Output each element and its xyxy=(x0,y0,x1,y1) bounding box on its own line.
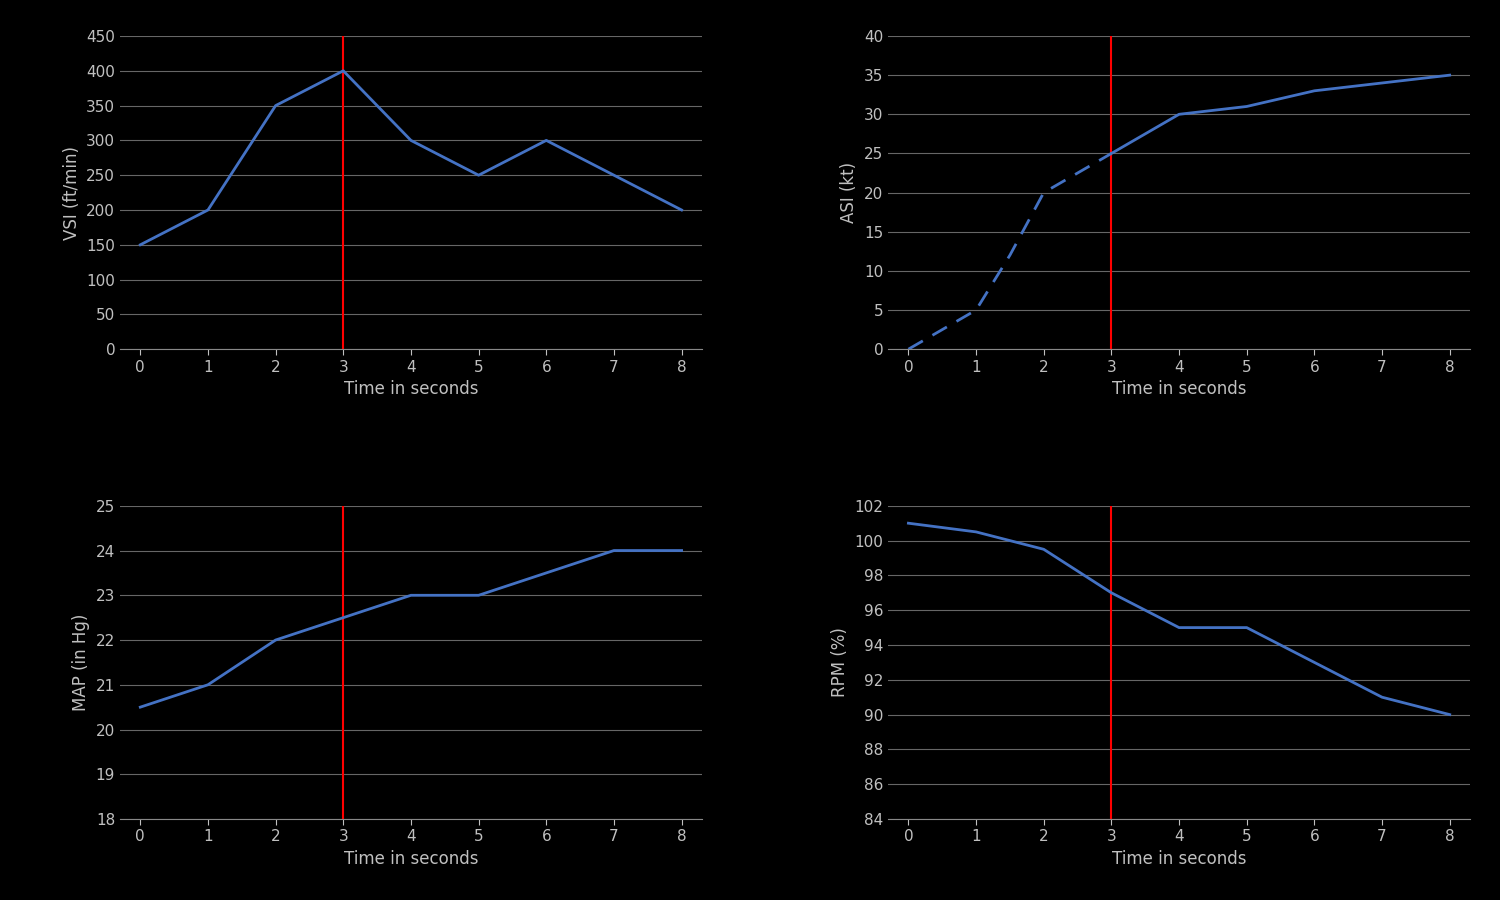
X-axis label: Time in seconds: Time in seconds xyxy=(1112,380,1246,398)
Y-axis label: RPM (%): RPM (%) xyxy=(831,627,849,698)
Y-axis label: ASI (kt): ASI (kt) xyxy=(840,162,858,223)
X-axis label: Time in seconds: Time in seconds xyxy=(344,850,478,868)
X-axis label: Time in seconds: Time in seconds xyxy=(344,380,478,398)
X-axis label: Time in seconds: Time in seconds xyxy=(1112,850,1246,868)
Y-axis label: VSI (ft/min): VSI (ft/min) xyxy=(63,146,81,239)
Y-axis label: MAP (in Hg): MAP (in Hg) xyxy=(72,614,90,711)
